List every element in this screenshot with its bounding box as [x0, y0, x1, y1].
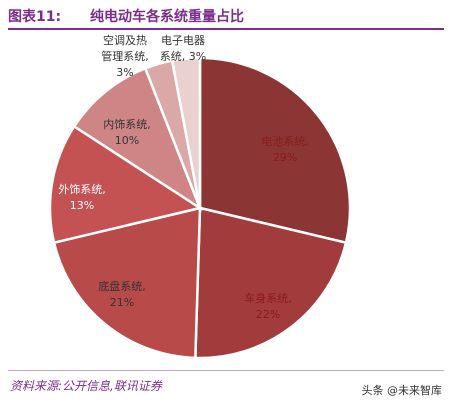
slice-label: 外饰系统, 13% — [58, 182, 106, 212]
slice-label: 底盘系统, 21% — [98, 279, 146, 309]
watermark: 头条 @未来智库 — [359, 382, 444, 398]
pie-slice — [194, 206, 348, 360]
pie-slice — [198, 56, 352, 245]
title-rule — [8, 28, 444, 30]
chart-title: 纯电动车各系统重量占比 — [90, 9, 244, 25]
slice-label: 电子电器系统, 3% — [160, 34, 206, 63]
pie-slices — [48, 56, 352, 360]
source-note: 资料来源:公开信息,联讯证券 — [10, 379, 162, 393]
footer-rule — [8, 370, 444, 371]
slice-label: 内饰系统, 10% — [103, 117, 151, 147]
slice-label: 电池系统, 29% — [261, 135, 309, 164]
slice-label: 空调及热管理系统, 3% — [101, 33, 149, 79]
pie-slice — [52, 206, 202, 360]
pie-slice — [72, 66, 203, 212]
pie-labels: 电池系统, 29% 车身系统, 22% 底盘系统, 21% 外饰系统, 13% 内饰系统, 10%… — [58, 33, 309, 321]
pie-slice — [48, 124, 204, 245]
figure-label: 图表11: — [8, 9, 62, 25]
slice-label: 车身系统, 22% — [244, 291, 292, 321]
figure-header: 图表11: 纯电动车各系统重量占比 — [8, 4, 444, 30]
pie-slice — [170, 56, 202, 209]
pie-chart: 电池系统, 29% 车身系统, 22% 底盘系统, 21% 外饰系统, 13% 内饰系统, 10%… — [48, 33, 352, 360]
